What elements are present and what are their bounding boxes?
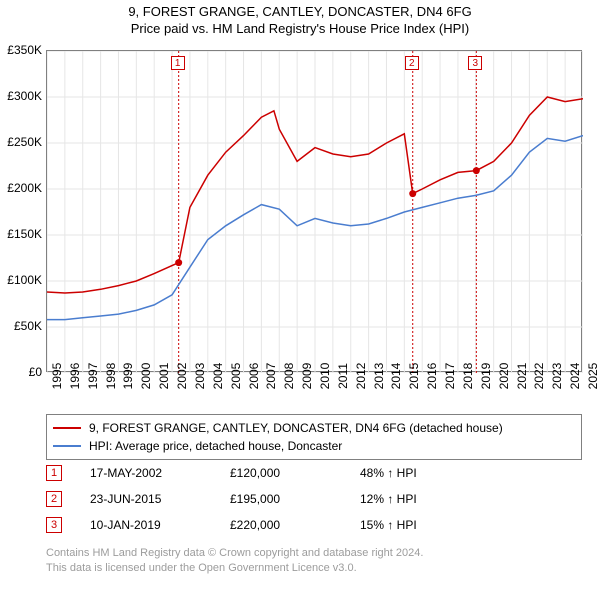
sale-price: £195,000 (230, 492, 360, 506)
x-tick-label: 2019 (479, 363, 493, 390)
legend: 9, FOREST GRANGE, CANTLEY, DONCASTER, DN… (46, 414, 582, 460)
license-footnote: Contains HM Land Registry data © Crown c… (46, 546, 423, 576)
chart-title: 9, FOREST GRANGE, CANTLEY, DONCASTER, DN… (0, 4, 600, 19)
sale-date: 10-JAN-2019 (90, 518, 230, 532)
sale-delta: 48% ↑ HPI (360, 466, 417, 480)
x-tick-label: 2004 (211, 363, 225, 390)
y-tick-label: £150K (0, 227, 42, 241)
x-tick-label: 2002 (175, 363, 189, 390)
chart-sale-marker-icon: 3 (468, 56, 482, 70)
chart-sale-marker-icon: 1 (171, 56, 185, 70)
sale-delta: 15% ↑ HPI (360, 518, 417, 532)
x-tick-label: 1998 (104, 363, 118, 390)
sale-marker-icon: 2 (46, 491, 62, 507)
y-tick-label: £250K (0, 135, 42, 149)
x-tick-label: 2025 (586, 363, 600, 390)
x-tick-label: 2024 (568, 363, 582, 390)
chart-container: 9, FOREST GRANGE, CANTLEY, DONCASTER, DN… (0, 4, 600, 594)
y-tick-label: £350K (0, 43, 42, 57)
table-row: 3 10-JAN-2019 £220,000 15% ↑ HPI (46, 512, 582, 538)
x-tick-label: 2000 (139, 363, 153, 390)
footnote-line: Contains HM Land Registry data © Crown c… (46, 546, 423, 561)
sales-table: 1 17-MAY-2002 £120,000 48% ↑ HPI 2 23-JU… (46, 460, 582, 538)
legend-label-property: 9, FOREST GRANGE, CANTLEY, DONCASTER, DN… (89, 421, 503, 435)
x-tick-label: 2017 (443, 363, 457, 390)
legend-swatch-property (53, 427, 81, 429)
x-tick-label: 1997 (86, 363, 100, 390)
x-tick-label: 1995 (50, 363, 64, 390)
legend-row: HPI: Average price, detached house, Donc… (53, 437, 575, 455)
y-tick-label: £50K (0, 319, 42, 333)
y-tick-label: £0 (0, 365, 42, 379)
x-tick-label: 1996 (68, 363, 82, 390)
x-tick-label: 2001 (157, 363, 171, 390)
x-tick-label: 2007 (264, 363, 278, 390)
chart-sale-marker-icon: 2 (405, 56, 419, 70)
sale-price: £120,000 (230, 466, 360, 480)
sale-price: £220,000 (230, 518, 360, 532)
y-tick-label: £100K (0, 273, 42, 287)
x-tick-label: 2023 (550, 363, 564, 390)
x-tick-label: 2022 (532, 363, 546, 390)
x-tick-label: 2011 (336, 363, 350, 389)
x-tick-label: 2010 (318, 363, 332, 390)
plot-area (46, 50, 582, 372)
sale-delta: 12% ↑ HPI (360, 492, 417, 506)
sale-date: 23-JUN-2015 (90, 492, 230, 506)
x-tick-label: 2020 (497, 363, 511, 390)
chart-svg (47, 51, 583, 373)
x-tick-label: 2003 (193, 363, 207, 390)
table-row: 2 23-JUN-2015 £195,000 12% ↑ HPI (46, 486, 582, 512)
y-tick-label: £200K (0, 181, 42, 195)
footnote-line: This data is licensed under the Open Gov… (46, 561, 423, 576)
x-tick-label: 2013 (372, 363, 386, 390)
x-tick-label: 2016 (425, 363, 439, 390)
sale-marker-icon: 1 (46, 465, 62, 481)
x-tick-label: 2014 (389, 363, 403, 390)
x-tick-label: 2008 (282, 363, 296, 390)
y-tick-label: £300K (0, 89, 42, 103)
sale-date: 17-MAY-2002 (90, 466, 230, 480)
x-tick-label: 2018 (461, 363, 475, 390)
x-tick-label: 2006 (247, 363, 261, 390)
x-tick-label: 2012 (354, 363, 368, 390)
legend-label-hpi: HPI: Average price, detached house, Donc… (89, 439, 342, 453)
x-tick-label: 2005 (229, 363, 243, 390)
table-row: 1 17-MAY-2002 £120,000 48% ↑ HPI (46, 460, 582, 486)
x-tick-label: 2009 (300, 363, 314, 390)
x-tick-label: 2015 (407, 363, 421, 390)
chart-subtitle: Price paid vs. HM Land Registry's House … (0, 21, 600, 36)
x-tick-label: 2021 (515, 363, 529, 390)
sale-marker-icon: 3 (46, 517, 62, 533)
x-tick-label: 1999 (121, 363, 135, 390)
legend-row: 9, FOREST GRANGE, CANTLEY, DONCASTER, DN… (53, 419, 575, 437)
legend-swatch-hpi (53, 445, 81, 447)
